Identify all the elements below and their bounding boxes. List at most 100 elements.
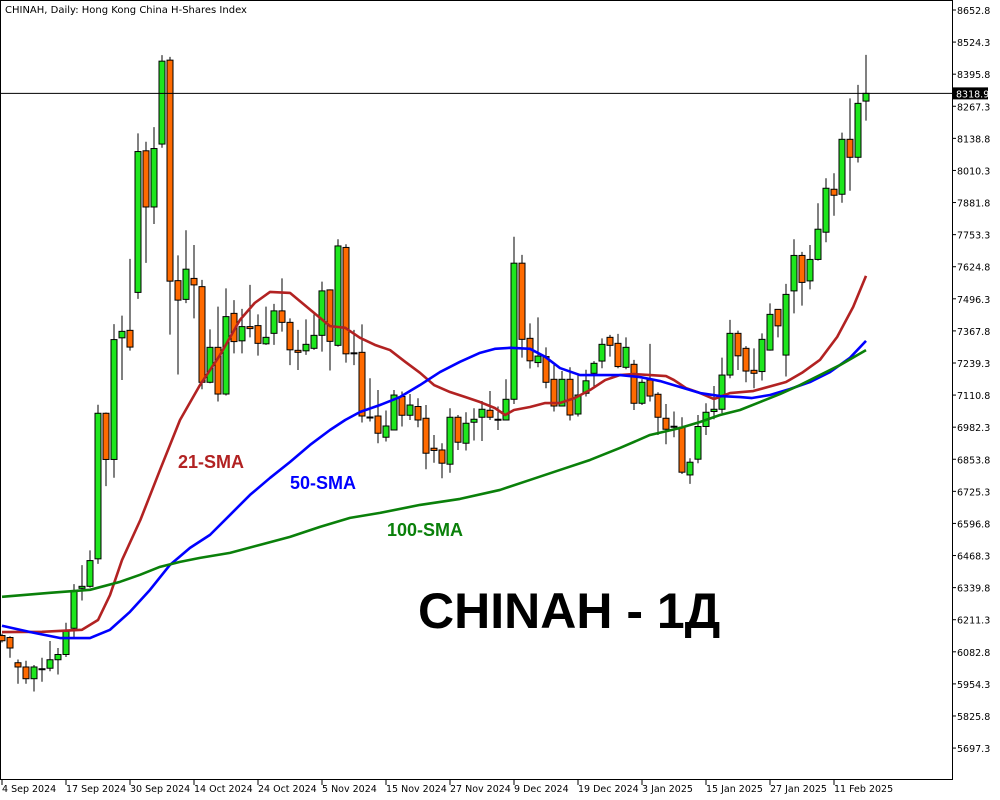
label-21-sma: 21-SMA xyxy=(178,452,244,472)
candle xyxy=(566,367,574,421)
candle xyxy=(510,236,518,405)
candle-body-up xyxy=(134,151,142,293)
candle xyxy=(734,330,742,371)
candle xyxy=(422,405,430,470)
candle-body-up xyxy=(598,343,606,362)
candle-body-up xyxy=(222,316,230,395)
y-tick-label: 7753.3 xyxy=(957,231,990,242)
candle xyxy=(94,404,102,564)
y-tick-label: 6853.8 xyxy=(957,455,990,466)
candle xyxy=(830,173,838,216)
chart-title: CHINAH, Daily: Hong Kong China H-Shares … xyxy=(5,5,247,16)
candle-body-down xyxy=(254,325,262,344)
candle xyxy=(126,258,134,351)
candle xyxy=(190,244,198,319)
candle-body-down xyxy=(294,349,302,353)
sma-line-21-sma xyxy=(1,275,868,634)
candle-body-up xyxy=(622,346,630,368)
candle-body-up xyxy=(838,138,846,195)
candle xyxy=(838,132,846,203)
candle-body-down xyxy=(414,406,422,421)
candle xyxy=(478,401,486,441)
candle-body-up xyxy=(558,378,566,407)
x-axis: 4 Sep 2024 17 Sep 2024 30 Sep 2024 14 Oct 2… xyxy=(1,780,893,795)
candle-body-up xyxy=(110,339,118,460)
candle xyxy=(278,278,286,332)
y-tick-label: 8138.8 xyxy=(957,134,990,145)
candle xyxy=(726,319,734,379)
candle-body-down xyxy=(326,289,334,342)
candle xyxy=(374,390,382,444)
x-tick-label: 30 Sep 2024 xyxy=(130,784,190,795)
x-tick-label: 17 Sep 2024 xyxy=(66,784,126,795)
candle xyxy=(286,318,294,366)
candle xyxy=(606,334,614,357)
candle xyxy=(822,178,830,243)
candle xyxy=(0,633,6,643)
x-tick-label: 5 Nov 2024 xyxy=(322,784,377,795)
candle xyxy=(622,337,630,370)
candle xyxy=(854,84,862,163)
candle xyxy=(438,443,446,479)
y-tick-label: 7624.8 xyxy=(957,263,990,274)
x-tick-label: 27 Nov 2024 xyxy=(450,784,511,795)
candle xyxy=(798,251,806,306)
y-tick-label: 8652.8 xyxy=(957,6,990,17)
candle-body-up xyxy=(790,254,798,292)
candle xyxy=(414,398,422,428)
candle xyxy=(270,303,278,345)
y-tick-label: 7239.3 xyxy=(957,359,990,370)
candle-body-up xyxy=(694,425,702,460)
candle-body-up xyxy=(86,560,94,587)
y-tick-label: 6211.3 xyxy=(957,616,990,627)
candle-body-up xyxy=(302,343,310,352)
candle xyxy=(134,133,142,299)
candle xyxy=(150,127,158,224)
candle xyxy=(790,239,798,314)
x-tick-label: 15 Nov 2024 xyxy=(386,784,447,795)
candle-body-down xyxy=(342,246,350,355)
x-tick-label: 14 Oct 2024 xyxy=(194,784,253,795)
y-tick-label: 7881.8 xyxy=(957,199,990,210)
candle-body-up xyxy=(726,332,734,376)
candle-body-down xyxy=(350,352,358,355)
candle-body-down xyxy=(374,415,382,434)
candle-body-down xyxy=(214,346,222,395)
candle xyxy=(318,281,326,352)
candle-body-down xyxy=(742,347,750,372)
candle-body-down xyxy=(102,412,110,460)
candle xyxy=(750,348,758,389)
candle-body-up xyxy=(78,585,86,589)
candle xyxy=(6,636,14,658)
y-tick-label: 8524.3 xyxy=(957,38,990,49)
y-tick-label: 6339.8 xyxy=(957,584,990,595)
candle-body-down xyxy=(438,449,446,464)
candle-body-down xyxy=(614,342,622,368)
y-tick-label: 7110.8 xyxy=(957,391,990,402)
candle xyxy=(46,641,54,672)
candle-body-up xyxy=(686,461,694,476)
candle xyxy=(614,333,622,369)
x-tick-label: 27 Jan 2025 xyxy=(770,784,827,795)
candle-body-up xyxy=(446,416,454,465)
x-tick-label: 4 Sep 2024 xyxy=(2,784,56,795)
candle-body-up xyxy=(406,404,414,416)
candle-body-down xyxy=(358,351,366,417)
candle-body-down xyxy=(606,336,614,346)
candle-body-down xyxy=(486,409,494,418)
candle-body-down xyxy=(398,396,406,416)
sma-line-50-sma xyxy=(1,339,867,640)
candle xyxy=(806,244,814,290)
candle-body-down xyxy=(774,308,782,327)
candle-body-up xyxy=(462,422,470,444)
candle xyxy=(814,203,822,261)
candle-body-up xyxy=(158,60,166,145)
candle xyxy=(774,308,782,338)
candle xyxy=(558,371,566,407)
candle xyxy=(358,324,366,423)
candle xyxy=(334,239,342,347)
candle xyxy=(158,55,166,148)
candle xyxy=(518,254,526,358)
candle-body-up xyxy=(638,381,646,404)
